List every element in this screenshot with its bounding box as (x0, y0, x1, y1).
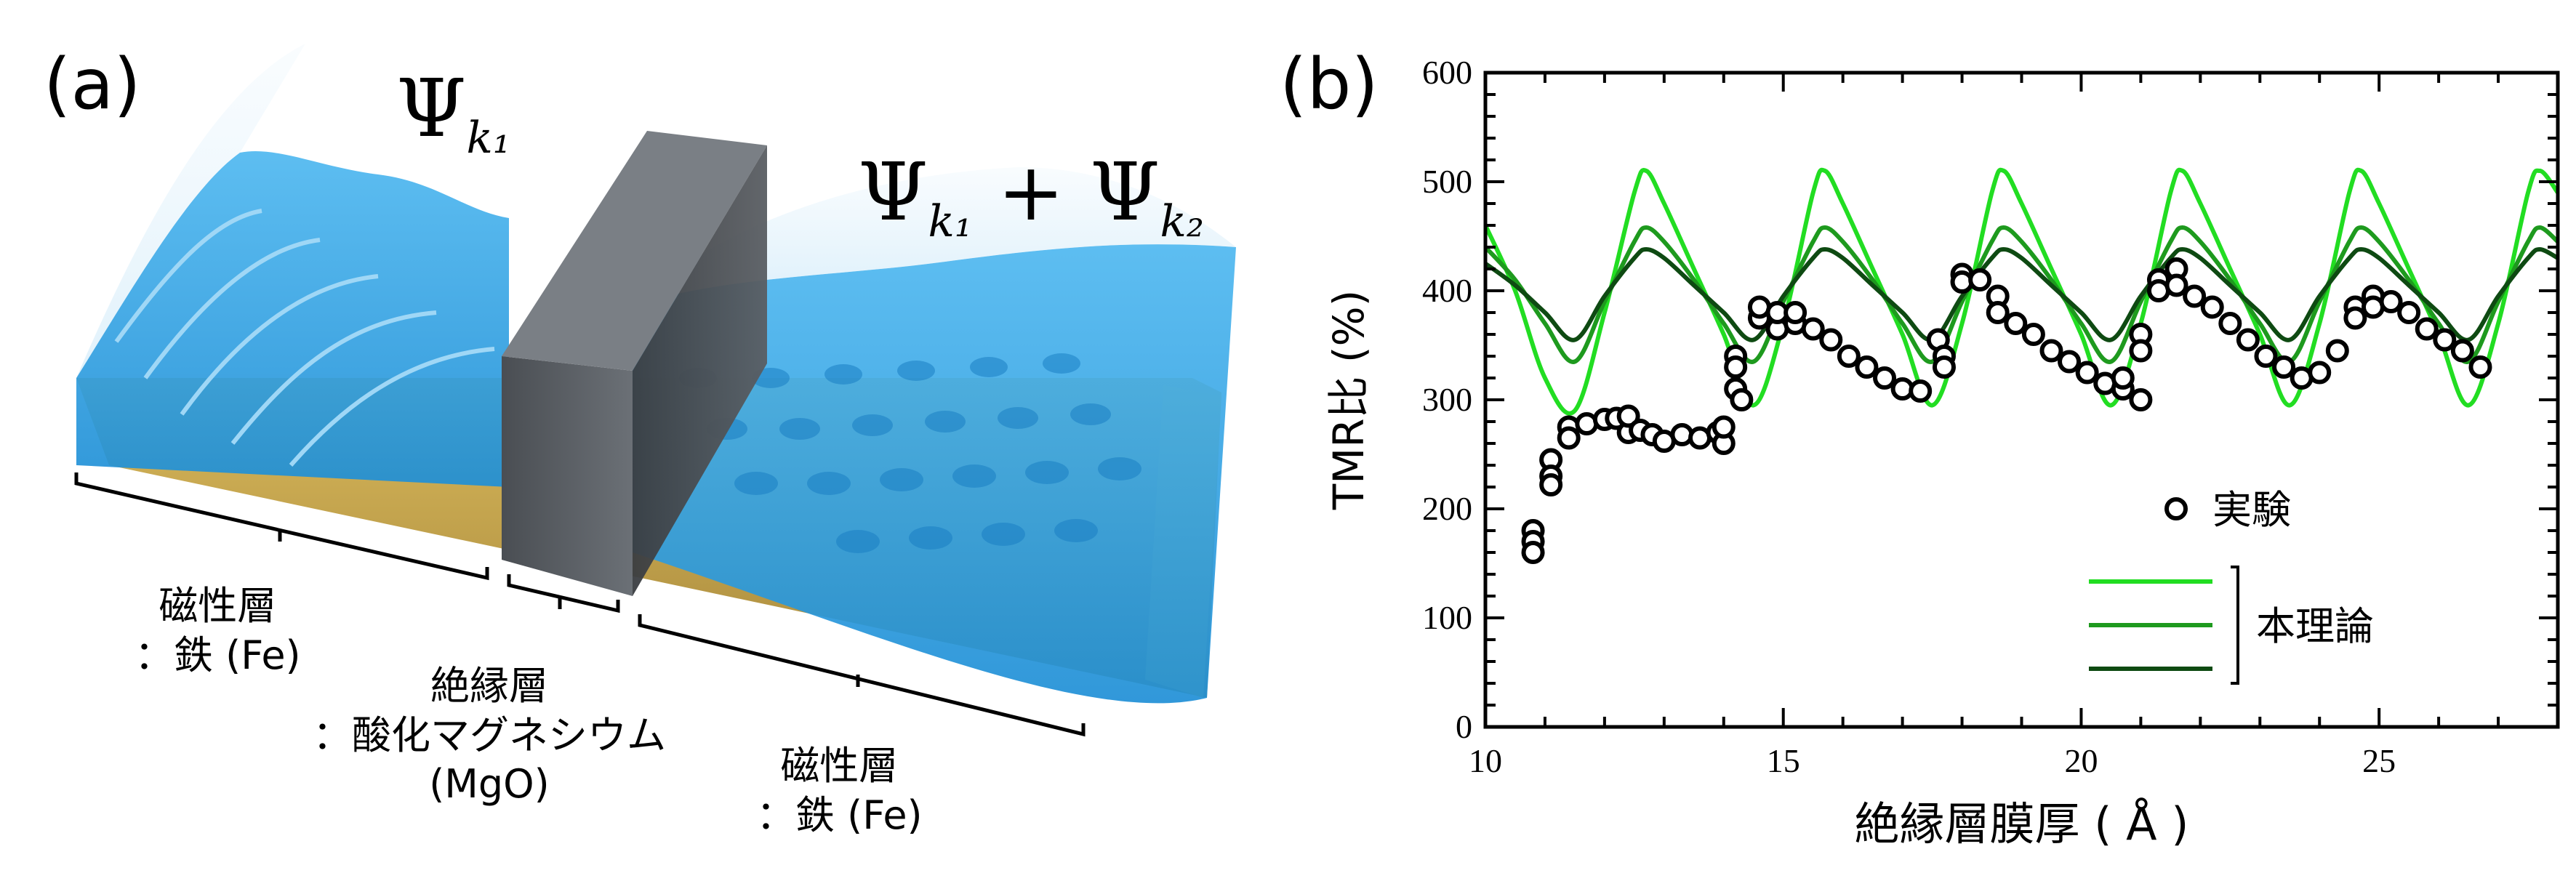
psi-subscript-2: k₂ (1160, 196, 1204, 247)
experiment-point (1819, 328, 1843, 352)
right-layer-label: 磁性層 ：鉄 (Fe) (756, 741, 923, 840)
experiment-point (2468, 355, 2492, 379)
experiment-point (1724, 355, 1748, 379)
experiment-point (2343, 306, 2367, 330)
x-tick-label: 10 (1469, 742, 1502, 779)
psi-subscript-1: k₁ (928, 196, 972, 247)
experiment-point (1616, 404, 1640, 428)
psi-k1-label: Ψk₁ (396, 62, 510, 164)
psi-sum-label: Ψk₁ + Ψk₂ (858, 145, 1204, 247)
psi-symbol-1: Ψ (858, 145, 928, 238)
experiment-point (2379, 290, 2403, 313)
y-axis-label: TMR比 (%) (1324, 290, 1373, 511)
right-layer-name: 磁性層 (780, 743, 899, 789)
barrier-formula: (MgO) (429, 761, 550, 807)
panel-a-schematic: (a) Ψk₁ Ψk₁ + Ψk₂ 磁性層 ：鉄 (Fe) 絶縁層 ：酸化マグネ… (0, 0, 1280, 889)
panel-a-label: (a) (44, 44, 141, 125)
experiment-point (1557, 426, 1581, 450)
experiment-point (1539, 473, 1563, 496)
panel-b-label: (b) (1280, 44, 1379, 125)
experiment-point (1986, 301, 2010, 324)
theory-line-3 (1485, 246, 2558, 342)
y-tick-label: 200 (1422, 490, 1472, 527)
experiment-point (2004, 312, 2028, 335)
experiment-point (1521, 541, 1545, 564)
experiment-point (2236, 328, 2260, 352)
experiment-point (1670, 423, 1694, 446)
experiment-point (2075, 361, 2099, 385)
y-tick-label: 500 (1422, 163, 1472, 200)
x-tick-label: 25 (2362, 742, 2396, 779)
experiment-point (2450, 339, 2474, 363)
legend-label-experiment: 実験 (2212, 487, 2291, 533)
left-wave (76, 44, 509, 487)
barrier-name: 絶縁層 (430, 663, 548, 709)
experiment-point (2433, 328, 2457, 352)
experiment-point (1801, 317, 1825, 341)
right-layer-material: ：鉄 (Fe) (756, 792, 923, 838)
experiment-point (2039, 339, 2063, 363)
experiment-point (2129, 339, 2153, 363)
experiment-point (1730, 388, 1754, 411)
left-layer-name: 磁性層 (159, 583, 277, 629)
legend-bracket (2231, 566, 2239, 685)
experiment-point (2200, 295, 2224, 319)
experiment-point (1932, 355, 1956, 379)
experiment-point (1855, 355, 1879, 379)
y-tick-label: 600 (1422, 54, 1472, 91)
y-tick-label: 300 (1422, 381, 1472, 418)
theory-line-2 (1485, 225, 2558, 364)
psi-plus: + (997, 145, 1065, 238)
experiment-point (2254, 345, 2278, 368)
x-tick-label: 20 (2064, 742, 2098, 779)
x-axis-label: 絶縁層膜厚 ( Å ) (1855, 797, 2189, 850)
layer-braces (74, 472, 1086, 737)
left-layer-label: 磁性層 ：鉄 (Fe) (135, 582, 301, 680)
tick-labels: 10 15 20 25 0 100 200 300 400 500 600 (1422, 54, 2396, 779)
experiment-point (2415, 317, 2439, 341)
experiment-point (2397, 301, 2421, 324)
experiment-point (2218, 312, 2242, 335)
panel-b-chart: (b) 10 15 20 25 0 100 200 300 400 500 600 絶縁層膜厚 ( … (1280, 0, 2576, 889)
experiment-point (1783, 301, 1807, 324)
chart-marks (1485, 167, 2558, 564)
legend-label-theory: 本理論 (2256, 603, 2374, 649)
theory-line-1 (1485, 167, 2558, 416)
schematic-illustration (74, 44, 1236, 737)
y-tick-label: 100 (1422, 599, 1472, 636)
experiment-point (2183, 284, 2207, 308)
psi-symbol-2: Ψ (1090, 145, 1160, 238)
left-layer-material: ：鉄 (Fe) (135, 632, 301, 678)
mgo-barrier-block (502, 131, 767, 596)
experiment-point (2325, 339, 2349, 363)
experiment-point (2164, 273, 2188, 297)
experiment-point (1712, 415, 1736, 439)
experiment-point (1909, 379, 1933, 403)
barrier-label: 絶縁層 ：酸化マグネシウム (MgO) (313, 661, 666, 809)
experiment-point (2111, 366, 2135, 390)
x-tick-label: 15 (1767, 742, 1800, 779)
axis-ticks (1484, 71, 2559, 728)
y-tick-label: 0 (1456, 708, 1472, 745)
experiment-point (1873, 366, 1897, 390)
barrier-material: ：酸化マグネシウム (313, 712, 666, 758)
experiment-point (2021, 323, 2045, 346)
y-tick-label: 400 (1422, 272, 1472, 309)
psi-symbol: Ψ (396, 62, 467, 155)
experiment-point (2308, 361, 2332, 385)
experiment-point (1968, 268, 1992, 291)
experiment-point (1837, 345, 1861, 368)
experiment-point (2129, 388, 2153, 411)
legend-marker-experiment (2164, 497, 2188, 520)
experiment-point (2058, 350, 2082, 374)
experiment-point (2272, 355, 2296, 379)
psi-subscript: k₁ (466, 113, 510, 164)
